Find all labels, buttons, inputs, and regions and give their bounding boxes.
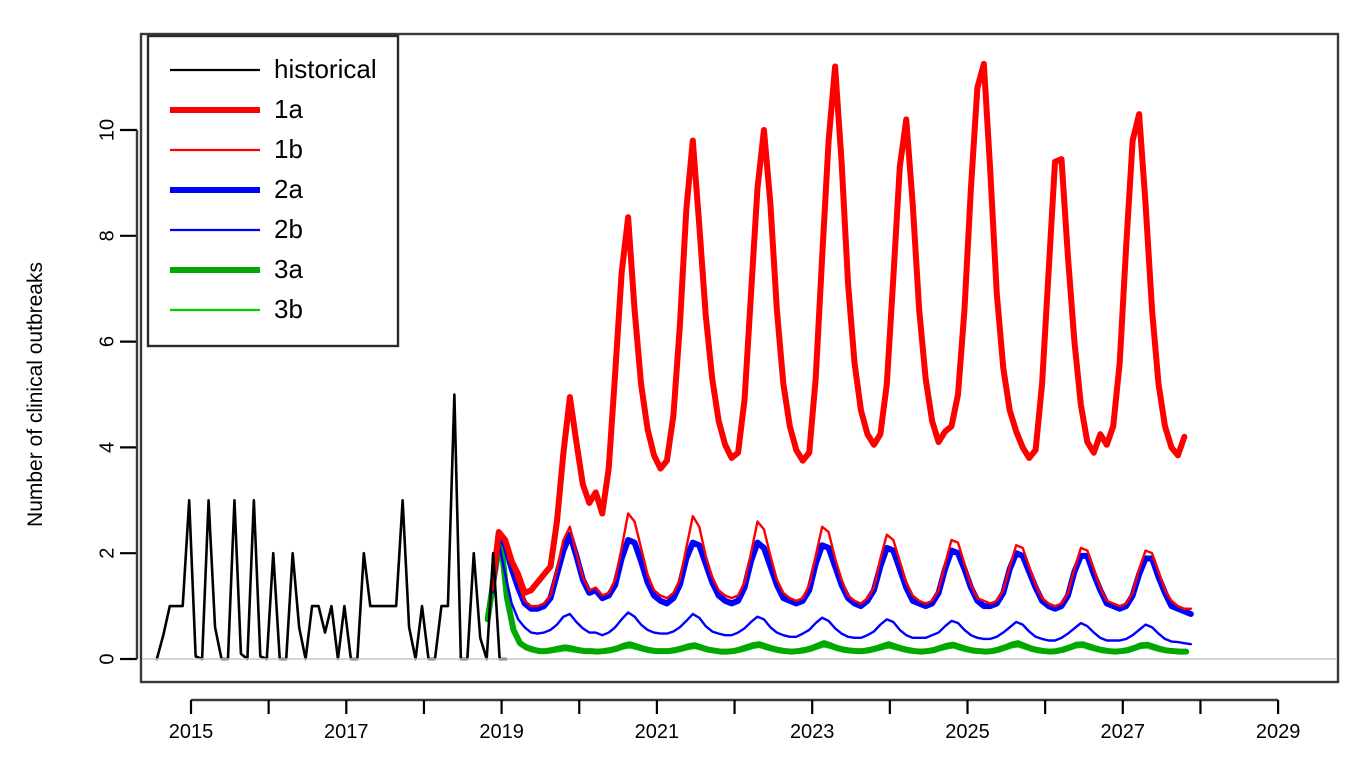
x-tick-label: 2017 <box>324 721 369 743</box>
legend-label-historical: historical <box>274 54 377 84</box>
x-tick-label: 2023 <box>790 721 835 743</box>
legend-label-1b: 1b <box>274 134 303 164</box>
legend-label-2a: 2a <box>274 174 303 204</box>
y-tick-label: 0 <box>96 653 118 664</box>
x-tick-label: 2021 <box>635 721 680 743</box>
x-tick-label: 2025 <box>945 721 990 743</box>
series-line-3a <box>484 534 1190 655</box>
y-tick-label: 4 <box>96 442 118 453</box>
series-line-historical <box>155 393 508 661</box>
x-tick-label: 2027 <box>1101 721 1146 743</box>
y-tick-label: 10 <box>96 119 118 141</box>
x-tick-label: 2015 <box>169 721 214 743</box>
y-axis-title: Number of clinical outbreaks <box>24 262 47 527</box>
legend-label-1a: 1a <box>274 94 303 124</box>
series-layer <box>155 60 1194 661</box>
plot-frame <box>139 32 1340 684</box>
legend-label-2b: 2b <box>274 214 303 244</box>
y-tick-label: 8 <box>96 230 118 241</box>
x-tick-label: 2019 <box>479 721 524 743</box>
y-tick-label: 2 <box>96 548 118 559</box>
legend-label-3b: 3b <box>274 294 303 324</box>
x-tick-label: 2029 <box>1256 721 1301 743</box>
series-line-2a <box>489 531 1194 618</box>
series-line-1a <box>489 60 1188 596</box>
chart-legend: historical 1a 1b 2a 2b 3a 3b <box>146 34 400 348</box>
axes-layer: 0 2 4 6 8 10 Number of clinical outbreaks 2015 2… <box>24 119 1300 743</box>
series-line-2b <box>491 541 1193 646</box>
plot-border <box>139 32 1340 684</box>
legend-label-3a: 3a <box>274 254 303 284</box>
y-tick-label: 6 <box>96 336 118 347</box>
series-line-1b <box>491 512 1193 610</box>
